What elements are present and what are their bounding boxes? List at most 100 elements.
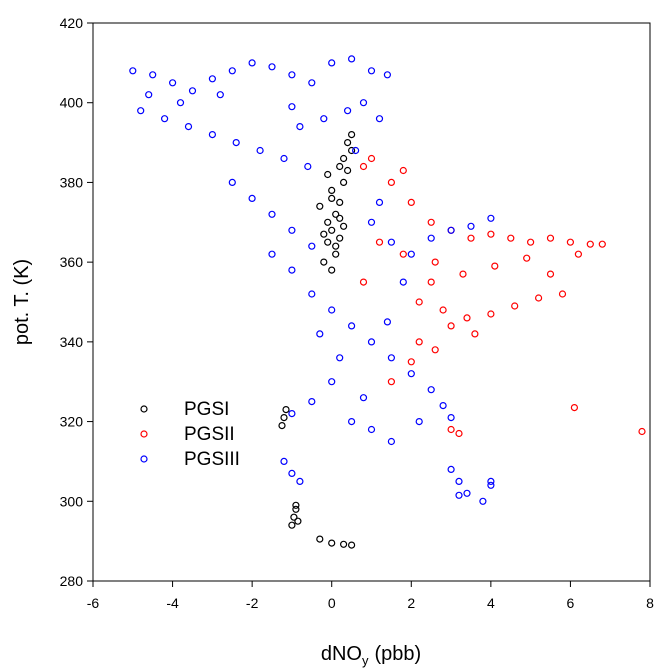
x-tick-label: -4 <box>166 595 179 611</box>
data-point <box>328 378 336 386</box>
data-point <box>511 302 519 310</box>
data-point <box>348 146 356 155</box>
x-axis-title-main: dNO <box>321 643 362 665</box>
data-point <box>467 222 475 230</box>
data-point <box>348 131 356 139</box>
legend: PGSI PGSII PGSIII <box>140 399 240 470</box>
data-point <box>367 338 376 346</box>
data-point <box>427 218 435 226</box>
data-point <box>387 238 395 246</box>
data-point <box>288 103 296 111</box>
data-point <box>439 402 447 410</box>
y-tick-label: 300 <box>60 493 84 509</box>
legend-label-pgsiii: PGSIII <box>184 449 240 470</box>
data-point <box>399 250 407 258</box>
data-point <box>455 477 463 485</box>
data-point <box>304 162 312 171</box>
data-point <box>268 210 276 218</box>
y-tick-label: 380 <box>60 174 84 190</box>
data-point <box>507 234 515 242</box>
data-point <box>526 238 535 246</box>
data-point <box>574 250 583 258</box>
data-point <box>320 115 328 123</box>
data-point <box>316 535 324 543</box>
data-point <box>487 310 495 318</box>
x-tick-label: -6 <box>87 595 100 611</box>
x-axis-title-subscript: y <box>362 653 369 668</box>
legend-label-pgsi: PGSI <box>184 399 229 420</box>
data-point <box>407 198 415 206</box>
series-pgsiii <box>129 55 495 505</box>
data-point <box>447 465 455 473</box>
x-tick-label: 2 <box>407 595 415 611</box>
data-point <box>534 294 543 302</box>
data-point <box>479 497 487 505</box>
data-point <box>216 91 224 99</box>
data-point <box>427 386 435 394</box>
legend-marker-pgsiii <box>140 455 148 463</box>
data-point <box>387 178 395 186</box>
y-tick-label: 320 <box>60 414 84 430</box>
data-point <box>332 210 340 218</box>
data-point <box>387 378 395 386</box>
data-point <box>294 517 302 525</box>
data-point <box>467 234 475 242</box>
data-point <box>129 67 137 75</box>
data-point <box>208 131 216 139</box>
data-point <box>415 338 423 346</box>
data-point <box>296 122 304 131</box>
data-point <box>439 306 447 314</box>
data-point <box>145 91 153 99</box>
data-point <box>340 222 348 230</box>
data-point <box>491 262 499 270</box>
data-point <box>415 418 423 426</box>
data-point <box>455 491 463 499</box>
data-point <box>336 162 344 171</box>
data-point <box>407 250 415 258</box>
data-point <box>459 270 467 278</box>
series-pgsi <box>278 131 356 549</box>
data-point <box>344 139 352 147</box>
data-point <box>308 242 316 250</box>
data-point <box>348 322 356 330</box>
data-point <box>447 414 455 422</box>
y-tick-label: 360 <box>60 254 84 270</box>
data-point <box>523 254 531 262</box>
data-point <box>228 67 236 75</box>
data-point <box>387 437 395 446</box>
data-point <box>348 541 356 549</box>
series-pgsii <box>359 154 646 438</box>
data-point <box>487 477 495 485</box>
data-point <box>340 154 348 163</box>
data-point <box>359 99 368 107</box>
data-point <box>328 539 336 547</box>
data-point <box>288 410 296 418</box>
legend-marker-pgsi <box>140 405 148 413</box>
x-tick-label: 4 <box>487 595 495 611</box>
x-axis: -6 -4 -2 0 2 4 6 8 <box>87 581 654 611</box>
y-tick-label: 340 <box>60 334 84 350</box>
data-point <box>387 354 395 362</box>
data-point <box>328 186 336 194</box>
y-tick-label: 400 <box>60 95 84 111</box>
data-point <box>232 139 240 147</box>
data-point <box>447 322 455 330</box>
data-point <box>336 198 344 206</box>
data-point <box>431 258 439 266</box>
data-point <box>278 422 286 430</box>
points-layer <box>129 55 646 549</box>
data-point <box>328 194 336 202</box>
data-point <box>427 278 435 286</box>
data-point <box>348 418 356 426</box>
data-point <box>336 214 344 222</box>
data-point <box>558 290 567 298</box>
data-point <box>332 242 340 250</box>
data-point <box>288 266 296 274</box>
data-point <box>463 314 471 322</box>
data-point <box>586 240 594 248</box>
data-point <box>407 358 415 366</box>
data-point <box>282 406 290 414</box>
data-point <box>447 425 455 434</box>
data-point <box>340 178 348 186</box>
data-point <box>308 79 316 87</box>
